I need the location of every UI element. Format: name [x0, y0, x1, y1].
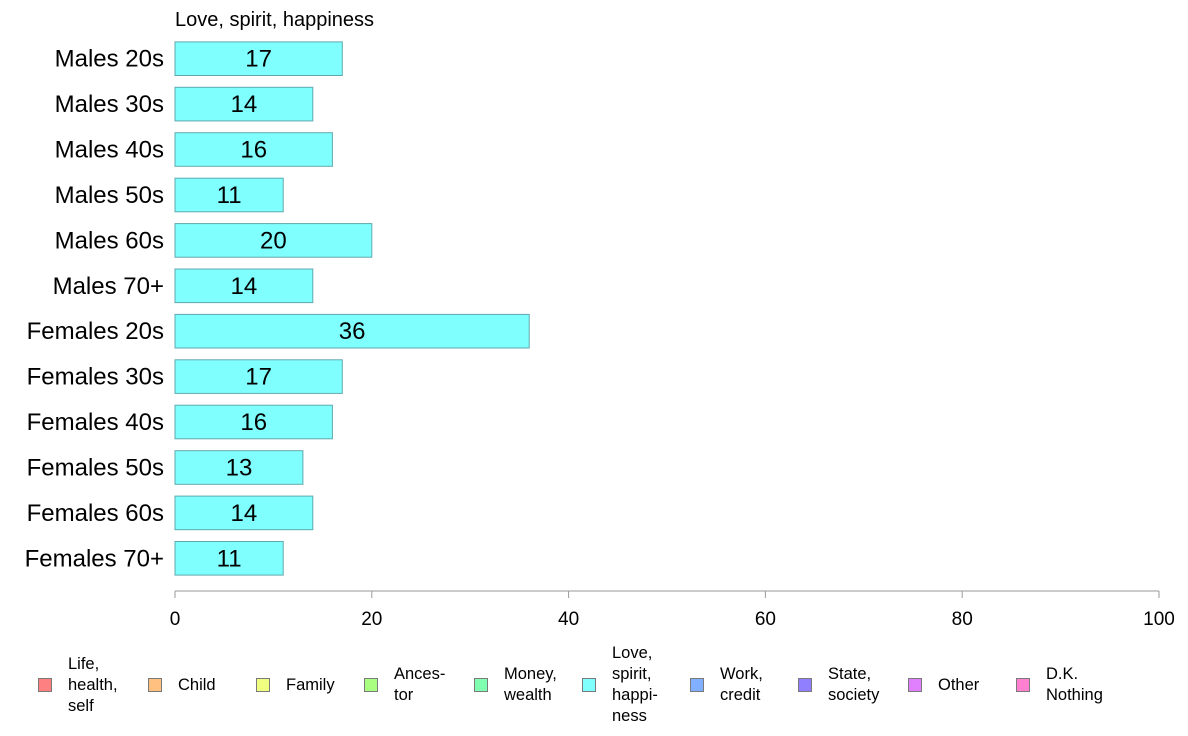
- bar: [174, 268, 314, 304]
- legend-item: State, society: [798, 640, 879, 730]
- bar: [174, 450, 304, 485]
- category-label: Females 40s: [27, 409, 164, 436]
- legend-item: Work, credit: [690, 640, 763, 730]
- bar: [174, 359, 343, 394]
- bar-value-label: 13: [226, 455, 253, 482]
- bar: [174, 313, 530, 349]
- category-label: Males 60s: [55, 227, 164, 254]
- legend-label: State, society: [828, 665, 880, 704]
- bar-value-label: 14: [231, 500, 258, 527]
- x-tick-label: 20: [361, 609, 382, 630]
- category-label: Females 50s: [27, 455, 164, 482]
- bar: [174, 404, 333, 440]
- category-label: Females 20s: [27, 318, 164, 345]
- bar-value-label: 16: [240, 409, 267, 436]
- bar: [174, 41, 343, 76]
- bar-value-label: 17: [245, 364, 272, 391]
- bar: [174, 132, 333, 167]
- category-label: Females 60s: [27, 500, 164, 527]
- bar-value-label: 14: [231, 91, 258, 118]
- category-label: Males 20s: [55, 46, 164, 73]
- legend-item: Life, health, self: [38, 640, 118, 730]
- chart-subtitle: Love, spirit, happiness: [175, 9, 374, 31]
- bar-value-label: 16: [240, 137, 267, 164]
- legend-label: Child: [178, 675, 216, 694]
- category-label: Males 30s: [55, 91, 164, 118]
- bar-value-label: 20: [260, 227, 287, 254]
- legend-item: D.K. Nothing: [1016, 640, 1103, 730]
- x-tick-label: 40: [558, 609, 579, 630]
- bar: [174, 223, 373, 258]
- legend-item: Money, wealth: [474, 640, 557, 730]
- legend-label: Ances- tor: [394, 665, 446, 704]
- legend-label: Life, health, self: [68, 654, 118, 715]
- bar-value-label: 14: [231, 273, 258, 300]
- legend-swatch: [1016, 678, 1030, 692]
- bar-chart: Love, spirit, happiness 17 Males 20s 14 Mal…: [25, 9, 1175, 630]
- legend: Life, health, self Child Family Ances- tor M…: [0, 640, 1188, 736]
- bar-value-label: 17: [245, 46, 272, 73]
- legend-item: Family: [256, 640, 335, 730]
- x-tick-label: 0: [170, 609, 181, 630]
- bar-value-label: 11: [217, 545, 242, 572]
- legend-label: Work, credit: [720, 665, 763, 704]
- legend-swatch: [474, 678, 488, 692]
- legend-swatch: [798, 678, 812, 692]
- legend-swatch: [148, 678, 162, 692]
- legend-swatch: [690, 678, 704, 692]
- legend-swatch: [908, 678, 922, 692]
- bar: [174, 86, 314, 122]
- x-tick-label: 60: [755, 609, 776, 630]
- bars-layer: 17 Males 20s 14 Males 30s 16 Males 40s 11 Males…: [25, 41, 530, 576]
- legend-label: Family: [286, 675, 335, 694]
- legend-item: Love, spirit, happi- ness: [582, 640, 658, 730]
- legend-label: D.K. Nothing: [1046, 665, 1103, 704]
- bar: [174, 541, 284, 576]
- legend-label: Other: [938, 675, 980, 694]
- category-label: Males 50s: [55, 182, 164, 209]
- category-label: Males 70+: [53, 273, 164, 300]
- legend-item: Ances- tor: [364, 640, 445, 730]
- x-axis-ticks: 0 20 40 60 80 100: [170, 591, 1175, 630]
- legend-swatch: [364, 678, 378, 692]
- bar: [174, 177, 284, 213]
- legend-item: Other: [908, 640, 979, 730]
- bar: [174, 495, 314, 531]
- category-label: Females 30s: [27, 364, 164, 391]
- legend-item: Child: [148, 640, 216, 730]
- x-tick-label: 100: [1143, 609, 1175, 630]
- legend-swatch: [582, 678, 596, 692]
- bar-value-label: 36: [339, 318, 366, 345]
- bar-value-label: 11: [217, 182, 242, 209]
- legend-label: Love, spirit, happi- ness: [612, 644, 658, 725]
- category-label: Females 70+: [25, 545, 164, 572]
- legend-label: Money, wealth: [504, 665, 557, 704]
- legend-swatch: [256, 678, 270, 692]
- x-tick-label: 80: [952, 609, 973, 630]
- category-label: Males 40s: [55, 137, 164, 164]
- legend-swatch: [38, 678, 52, 692]
